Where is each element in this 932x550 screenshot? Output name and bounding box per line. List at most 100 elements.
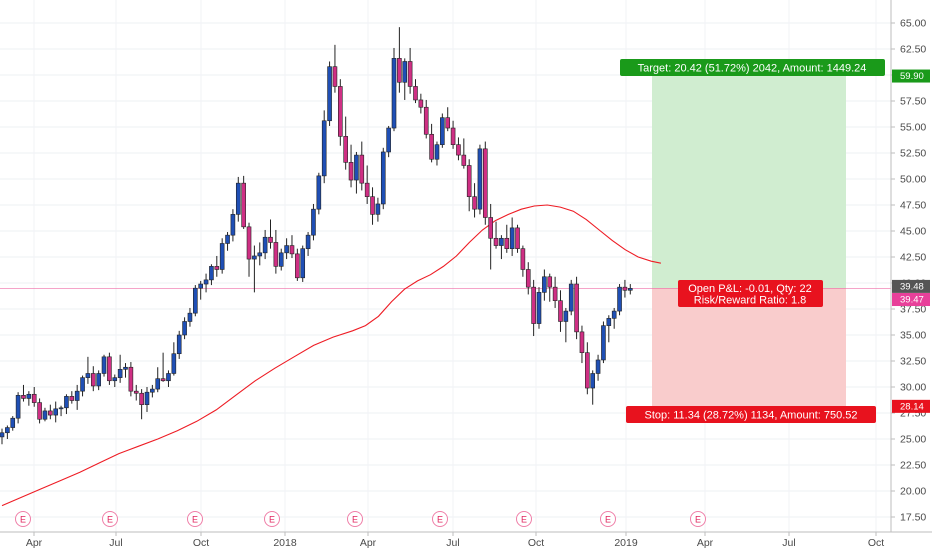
pnl-label[interactable]: Open P&L: -0.01, Qty: 22 Risk/Reward Rat… [678, 280, 823, 307]
stop-price-text: 28.14 [900, 402, 924, 413]
earnings-marker[interactable]: E [15, 511, 31, 527]
target-label[interactable]: Target: 20.42 (51.72%) 2042, Amount: 144… [620, 59, 885, 76]
candle-body [155, 378, 161, 390]
candle-body [300, 248, 306, 279]
candle-body [262, 236, 268, 254]
earnings-marker[interactable]: E [432, 511, 448, 527]
candle-body [176, 334, 182, 355]
earnings-marker-label: E [20, 514, 26, 524]
candle-body [364, 182, 370, 197]
y-tick-label: 42.50 [900, 252, 926, 264]
candle-body [53, 408, 59, 416]
x-tick-label: Oct [193, 537, 209, 549]
stop-zone[interactable] [652, 288, 846, 407]
candle-body [80, 377, 85, 392]
candle-body [504, 237, 510, 249]
candle-body [214, 266, 220, 270]
candle-body [193, 287, 198, 314]
candle-body [429, 133, 434, 160]
y-tick-label: 65.00 [900, 18, 926, 30]
candle-body [289, 245, 295, 255]
candle-body [85, 373, 91, 378]
candle-body [493, 237, 499, 246]
candle-body [413, 86, 418, 101]
y-tick-label: 17.50 [900, 512, 926, 524]
y-tick-label: 50.00 [900, 174, 926, 186]
candle-body [407, 61, 413, 87]
y-tick-label: 35.00 [900, 330, 926, 342]
candle-body [273, 242, 279, 267]
candle-body [42, 410, 48, 420]
stop-label[interactable]: Stop: 11.34 (28.72%) 1134, Amount: 750.5… [626, 406, 876, 423]
candle-body [466, 165, 472, 197]
candle-body [611, 310, 617, 319]
target-zone[interactable] [652, 76, 846, 289]
earnings-marker[interactable]: E [516, 511, 532, 527]
x-tick-label: Jul [446, 537, 459, 549]
candle-body [606, 318, 612, 326]
candle-body [617, 286, 622, 312]
candle-body [558, 300, 563, 322]
candle-body [321, 120, 327, 177]
candle-body [123, 366, 128, 370]
x-tick-label: 2018 [273, 537, 297, 549]
candle-body [547, 276, 553, 288]
candle-body [391, 58, 397, 129]
candle-body [5, 427, 10, 434]
earnings-marker[interactable]: E [102, 511, 118, 527]
earnings-marker-label: E [521, 514, 527, 524]
candle-body [338, 86, 343, 137]
x-tick-label: Jul [109, 537, 122, 549]
candle-body [402, 61, 408, 83]
y-tick-label: 55.00 [900, 122, 926, 134]
earnings-marker[interactable]: E [690, 511, 706, 527]
earnings-marker[interactable]: E [600, 511, 616, 527]
candle-body [225, 234, 230, 244]
earnings-marker[interactable]: E [264, 511, 280, 527]
candle-body [627, 288, 633, 291]
candle-body [209, 266, 214, 281]
candle-body [574, 283, 579, 333]
target-price-tag: 59.90 [892, 69, 930, 83]
earnings-marker-label: E [437, 514, 443, 524]
y-tick-label: 52.50 [900, 148, 926, 160]
candle-body [69, 396, 75, 401]
earnings-marker[interactable]: E [187, 511, 203, 527]
y-tick-label: 47.50 [900, 200, 926, 212]
candle-body [595, 359, 601, 374]
time-axis[interactable]: Apr Jul Oct 2018 Apr Jul Oct 2019 Apr Jul Oct [26, 532, 884, 549]
candle-body [117, 369, 123, 378]
candle-body [26, 393, 32, 399]
candle-body [311, 208, 316, 236]
candle-body [37, 402, 42, 420]
earnings-marker[interactable]: E [347, 511, 363, 527]
candle-body [601, 325, 606, 361]
y-tick-label: 45.00 [900, 226, 926, 238]
candle-body [284, 245, 289, 254]
y-tick-label: 57.50 [900, 96, 926, 108]
earnings-marker-label: E [192, 514, 198, 524]
marker-price-text: 39.47 [900, 295, 924, 306]
last-price-text: 39.48 [900, 282, 924, 293]
candle-body [257, 252, 263, 257]
target-text: Target: 20.42 (51.72%) 2042, Amount: 144… [638, 63, 867, 75]
candle-body [440, 117, 445, 145]
y-tick-label: 22.50 [900, 460, 926, 472]
candle-body [187, 312, 193, 322]
candle-body [354, 154, 359, 181]
candle-body [477, 148, 483, 210]
candle-body [48, 410, 53, 416]
candle-body [316, 175, 322, 210]
candle-body [305, 234, 311, 249]
risk-reward-text: Risk/Reward Ratio: 1.8 [694, 295, 807, 307]
candle-body [563, 310, 569, 322]
candle-body [58, 407, 64, 410]
candle-body [15, 395, 21, 419]
candle-body [182, 321, 187, 336]
candle-body [509, 227, 515, 249]
candle-body [150, 388, 155, 393]
x-tick-label: Oct [528, 537, 544, 549]
candle-body [241, 182, 246, 228]
